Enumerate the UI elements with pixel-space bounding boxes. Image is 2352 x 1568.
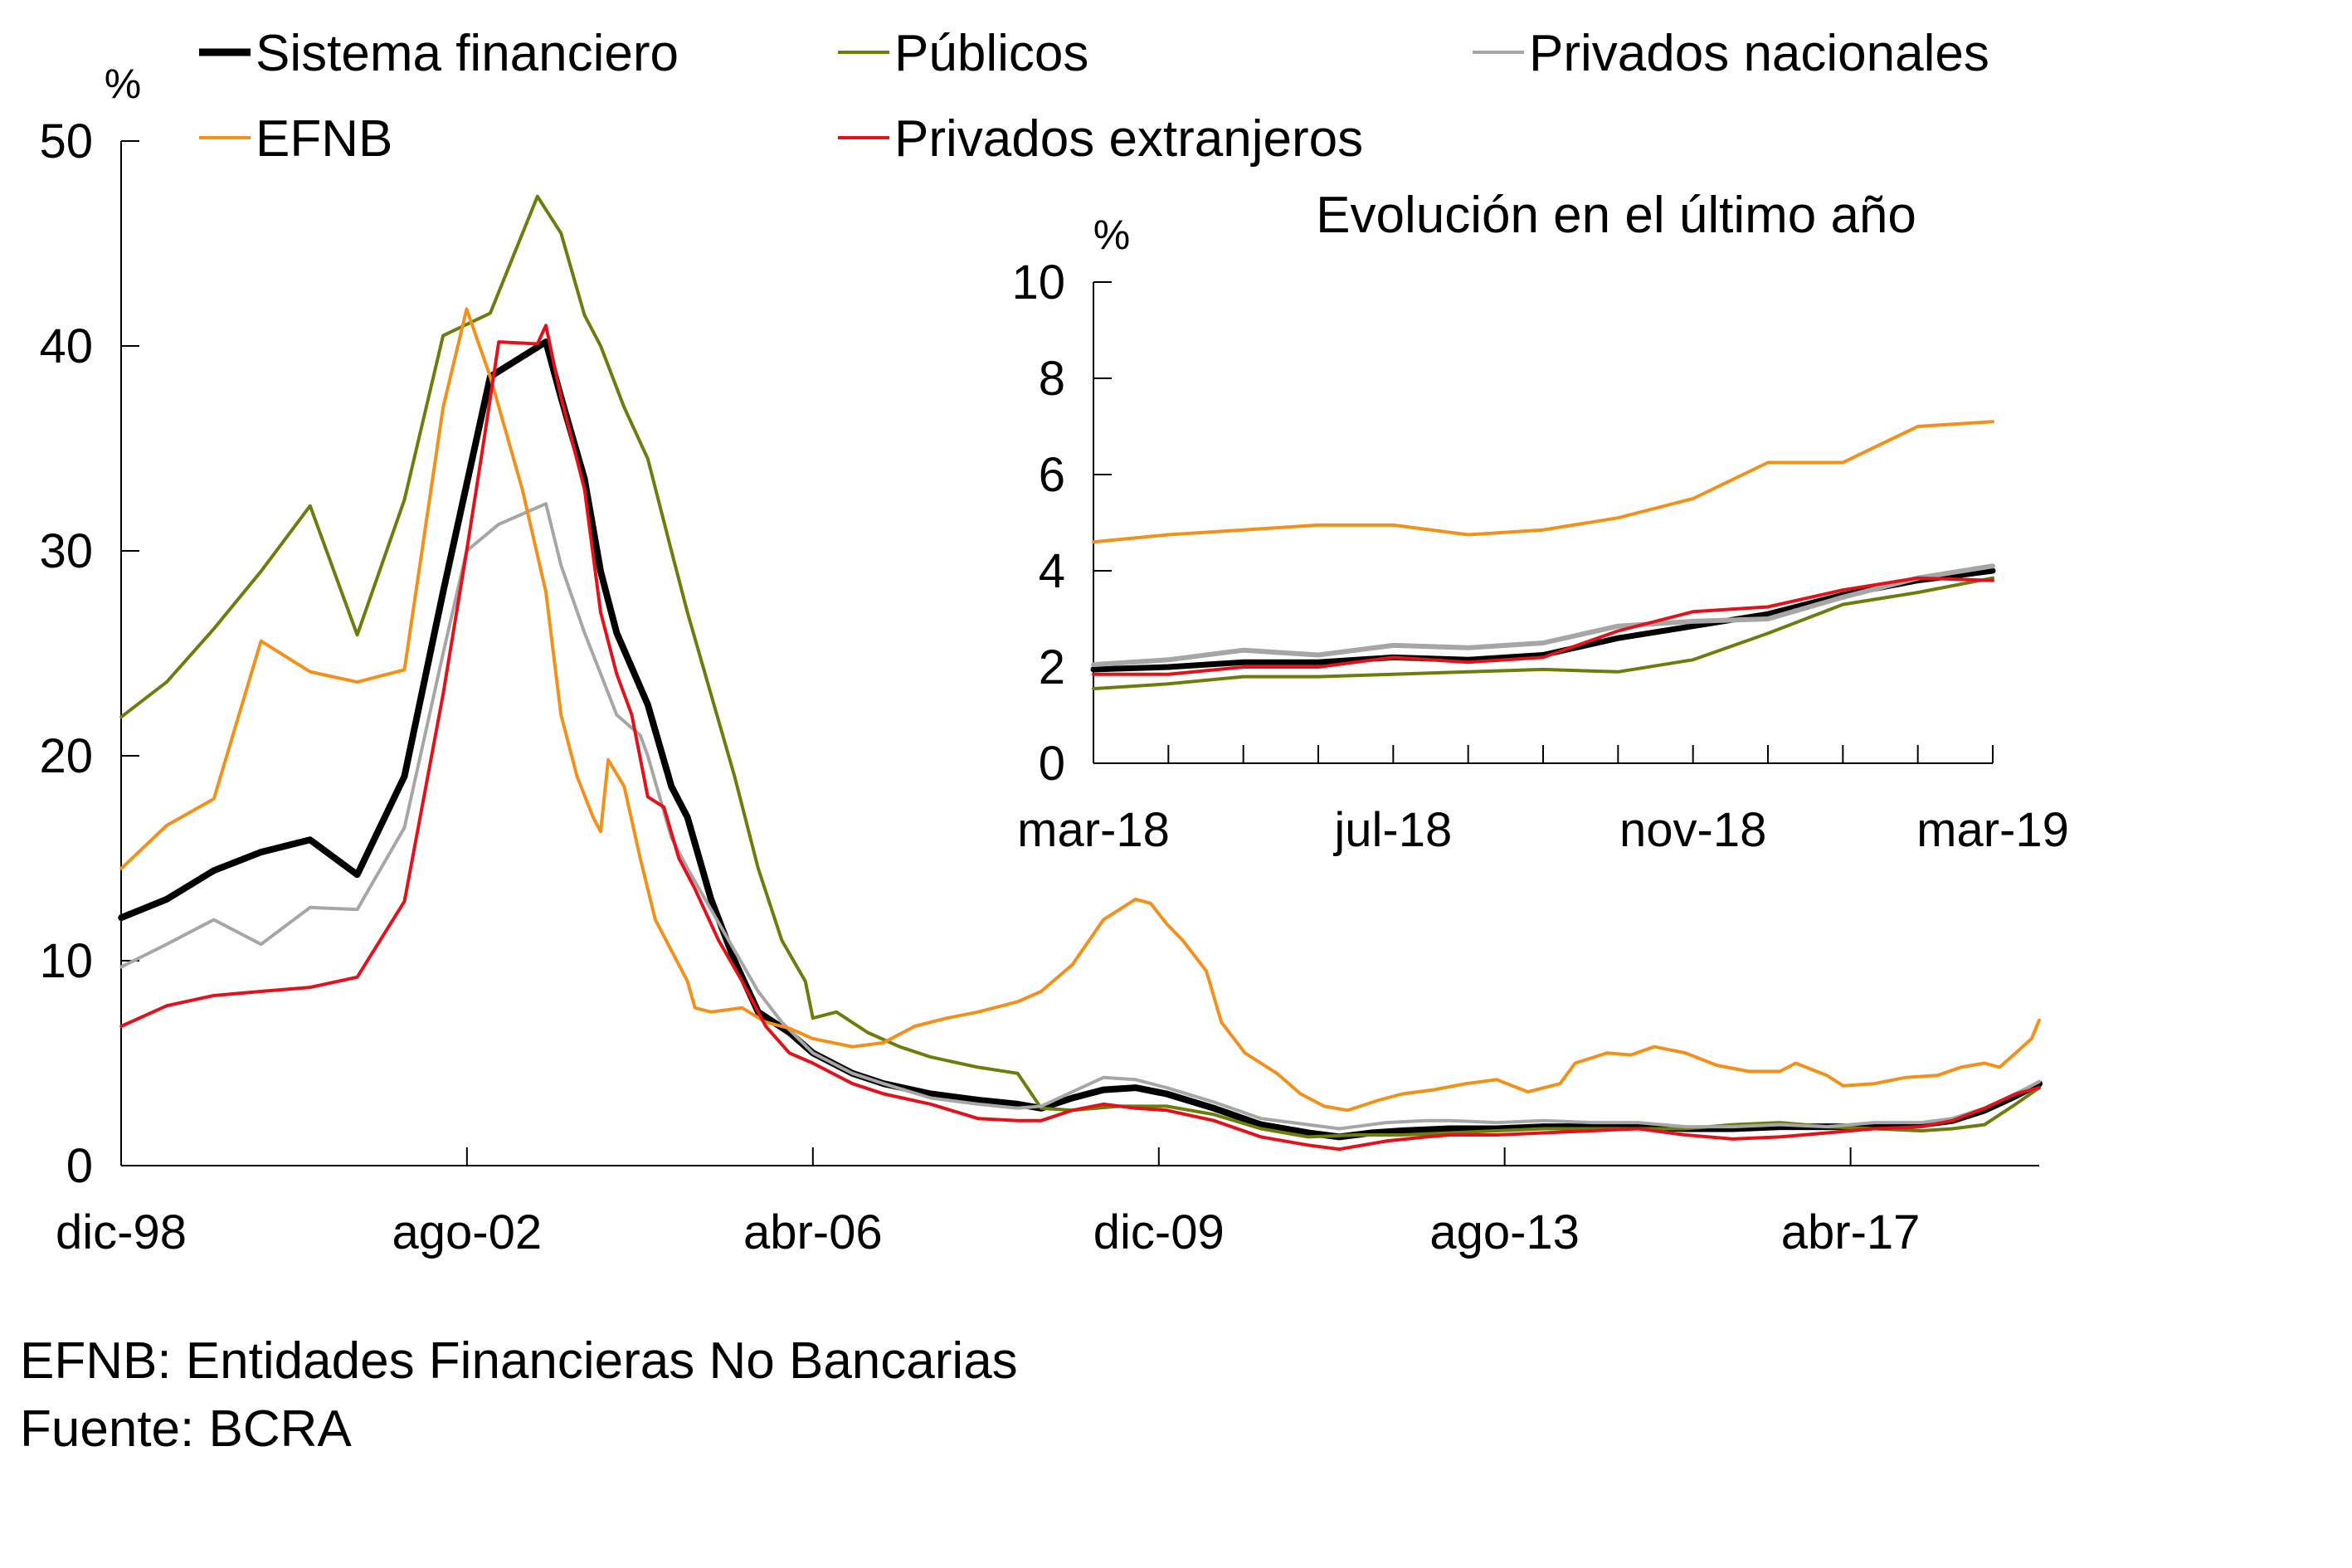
main-x-tick-label: dic-98: [56, 1205, 187, 1259]
main-y-tick-label: 10: [39, 934, 93, 988]
main-x-tick-label: abr-06: [743, 1205, 883, 1259]
main-y-tick-label: 20: [39, 729, 93, 783]
main-y-tick-label: 50: [39, 114, 93, 168]
main-y-unit: %: [105, 61, 141, 107]
main-x-tick-label: ago-02: [392, 1205, 543, 1259]
main-series-efnb: [119, 307, 2041, 1113]
inset-x-tick-label: jul-18: [1332, 803, 1452, 857]
source-note: Fuente: BCRA: [20, 1400, 352, 1458]
inset-y-tick-label: 6: [1039, 448, 1065, 502]
inset-plot: 0 2 4 6 8 10% mar-18 jul-18 nov-18 mar-19 Evolució…: [954, 187, 2091, 875]
inset-title: Evolución en el último año: [1316, 187, 1916, 244]
inset-series-publicos: [1092, 576, 1994, 691]
inset-y-tick-label: 2: [1039, 640, 1065, 694]
inset-y-unit: %: [1093, 212, 1130, 258]
legend-label-privados-nacionales: Privados nacionales: [1529, 25, 1989, 82]
legend-label-sistema-financiero: Sistema financiero: [256, 25, 679, 82]
inset-series-privados-nacionales: [1091, 563, 1995, 668]
main-y-tick-label: 30: [39, 524, 93, 578]
main-series-privados-extranjeros: [119, 324, 2041, 1152]
main-x-tick-label: dic-09: [1093, 1205, 1225, 1259]
main-series-privados-nacionales: [119, 502, 2041, 1131]
footnote: EFNB: Entidades Financieras No Bancarias: [20, 1332, 1018, 1390]
main-y-tick-label: 40: [39, 319, 93, 373]
inset-series-privados-extranjeros: [1092, 576, 1994, 676]
inset-x-tick-label: mar-19: [1916, 803, 2069, 857]
legend-label-publicos: Públicos: [894, 25, 1088, 82]
inset-y-tick-label: 0: [1039, 737, 1065, 791]
legend-label-efnb: EFNB: [256, 110, 392, 168]
inset-series-efnb: [1092, 420, 1994, 544]
chart-notes: EFNB: Entidades Financieras No Bancarias…: [20, 1327, 1018, 1463]
inset-y-tick-label: 4: [1039, 544, 1065, 598]
legend-label-privados-extranjeros: Privados extranjeros: [894, 110, 1363, 168]
inset-y-tick-label: 10: [1011, 256, 1065, 309]
inset-y-tick-label: 8: [1039, 352, 1065, 406]
legend: Sistema financiero Públicos Privados nacio…: [199, 25, 1989, 168]
main-x-tick-label: abr-17: [1781, 1205, 1921, 1259]
inset-x-tick-label: mar-18: [1017, 803, 1170, 857]
inset-x-tick-label: nov-18: [1619, 803, 1766, 857]
main-y-tick-label: 0: [66, 1139, 93, 1193]
main-x-tick-label: ago-13: [1429, 1205, 1580, 1259]
